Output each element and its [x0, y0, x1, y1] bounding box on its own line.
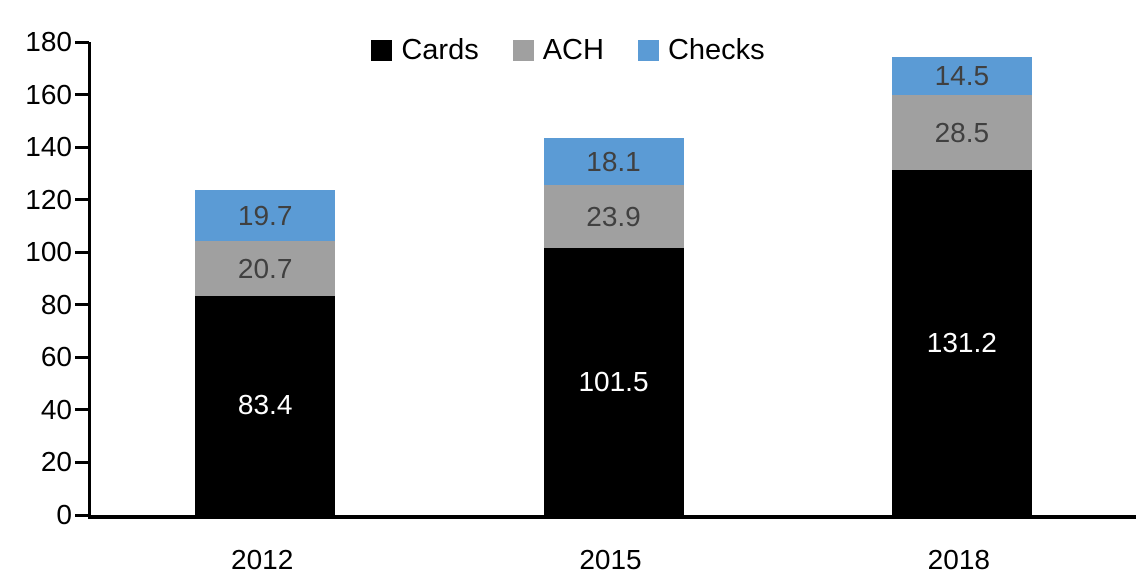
y-axis-tick: [75, 93, 89, 97]
y-axis-tick: [75, 513, 89, 517]
bar-2012-segment-ach: 20.7: [195, 241, 336, 296]
y-axis-tick: [75, 460, 89, 464]
x-axis-label-2018: 2018: [927, 544, 990, 575]
x-axis-labels: 2012 2015 2018: [88, 545, 1133, 577]
bar-2015-segment-ach: 23.9: [543, 185, 684, 249]
data-label-cards-2012: 83.4: [237, 389, 293, 421]
y-axis-tick: [75, 303, 89, 307]
y-axis-tick-label: 100: [25, 236, 72, 268]
y-axis-tick: [75, 250, 89, 254]
data-label-cards-2015: 101.5: [578, 365, 649, 397]
bar-2018: 14.5 28.5 131.2: [891, 57, 1032, 515]
x-axis-label-2012: 2012: [231, 544, 294, 575]
bar-2015: 18.1 23.9 101.5: [543, 137, 684, 515]
legend-swatch-cards-icon: [371, 40, 393, 61]
data-label-checks-2012: 19.7: [237, 199, 293, 231]
x-axis-label-2015: 2015: [579, 544, 642, 575]
y-axis-tick: [75, 40, 89, 44]
bar-2012-segment-cards: 83.4: [195, 295, 336, 515]
y-axis-tick-label: 140: [25, 131, 72, 163]
y-axis-tick-label: 20: [40, 446, 72, 478]
data-label-ach-2012: 20.7: [237, 252, 293, 284]
y-axis-tick-label: 0: [56, 499, 72, 530]
plot-area: 19.7 20.7 83.4 18.1 23.9 101.5 14.5 28.5 131.2: [75, 40, 1136, 519]
legend-item-cards: Cards: [371, 34, 479, 66]
bar-2018-segment-ach: 28.5: [891, 95, 1032, 171]
legend-swatch-ach-icon: [512, 40, 534, 61]
data-label-ach-2015: 23.9: [586, 200, 641, 232]
bar-2015-segment-checks: 18.1: [543, 137, 684, 186]
data-label-cards-2018: 131.2: [926, 326, 997, 358]
y-axis-tick-label: 120: [25, 183, 72, 215]
bar-2012-segment-checks: 19.7: [195, 189, 336, 242]
legend-item-ach: ACH: [512, 34, 604, 66]
y-axis-tick-label: 40: [40, 393, 72, 425]
y-axis-tick-label: 180: [25, 26, 72, 57]
data-label-checks-2015: 18.1: [586, 145, 641, 177]
y-axis-tick-label: 60: [40, 341, 72, 373]
legend-label-checks: Checks: [667, 34, 765, 66]
y-axis-tick: [75, 408, 89, 412]
y-axis-labels: 0 20 40 60 80 100 120 140 160 180: [0, 28, 72, 529]
bar-2018-segment-cards: 131.2: [891, 170, 1032, 515]
chart-legend: Cards ACH Checks: [0, 36, 1136, 65]
y-axis-tick: [75, 145, 89, 149]
y-axis-tick: [75, 355, 89, 359]
y-axis-tick-label: 80: [40, 288, 72, 320]
y-axis-tick: [75, 198, 89, 202]
data-label-checks-2018: 14.5: [934, 60, 990, 92]
legend-item-checks: Checks: [637, 34, 765, 66]
legend-swatch-checks-icon: [637, 40, 659, 61]
y-axis-tick-label: 160: [25, 78, 72, 110]
legend-label-cards: Cards: [401, 34, 479, 66]
bar-2012: 19.7 20.7 83.4: [195, 189, 336, 515]
data-label-ach-2018: 28.5: [934, 116, 990, 148]
bar-2018-segment-checks: 14.5: [891, 57, 1032, 96]
bar-2015-segment-cards: 101.5: [543, 248, 684, 515]
legend-label-ach: ACH: [542, 34, 604, 66]
